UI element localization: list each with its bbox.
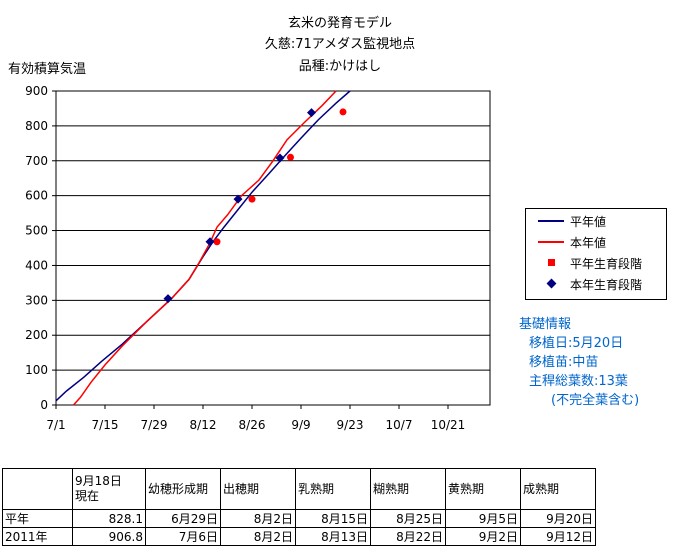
table-cell: 9月2日 (445, 527, 521, 546)
legend-swatch-navy-line (538, 220, 564, 222)
legend-item-current-stage: 本年生育段階 (526, 275, 666, 293)
grid-lines (56, 125, 490, 371)
y-tick-label: 400 (25, 258, 48, 272)
table-cell: 828.1 (72, 509, 146, 528)
legend-red-dot-icon (548, 259, 555, 266)
stage-marker-circle (248, 195, 256, 203)
table-cell: 7月6日 (145, 527, 221, 546)
stage-marker-diamond (233, 194, 243, 204)
legend-item-normal-stage: 平年生育段階 (526, 254, 666, 272)
x-tick-label: 10/21 (431, 418, 466, 432)
plot-frame (55, 90, 491, 406)
y-tick-label: 800 (25, 119, 48, 133)
x-tick-label: 8/26 (239, 418, 266, 432)
table-header-cell: 9月18日 現在 (72, 468, 146, 510)
chart-svg: 0 100 200 300 400 500 600 700 800 900 7/1 7/15 7/29… (25, 84, 491, 432)
stage-marker-diamond (205, 237, 215, 247)
y-tick-label: 500 (25, 224, 48, 238)
y-tick-label: 200 (25, 328, 48, 342)
legend-swatch-red-line (538, 241, 564, 243)
axes (52, 90, 491, 409)
table-header-row: 9月18日 現在 幼穂形成期 出穂期 乳熟期 糊熟期 黄熟期 成熟期 (2, 468, 596, 510)
info-leaf-note: (不完全葉含む) (551, 393, 640, 408)
stage-marker-circle (213, 238, 221, 246)
stage-marker-diamond (275, 153, 285, 163)
legend-label: 本年生育段階 (570, 278, 643, 292)
table-cell: 8月22日 (370, 527, 446, 546)
table-cell-label: 平年 (2, 509, 73, 528)
series-line-1 (72, 90, 337, 406)
y-tick-labels: 0 100 200 300 400 500 600 700 800 900 (25, 84, 48, 412)
x-tick-labels: 7/1 7/15 7/29 8/12 8/26 9/9 9/23 10/7 10/21 (46, 418, 465, 432)
series-layer (55, 90, 351, 406)
table-header-cell: 幼穂形成期 (145, 468, 221, 510)
table-cell: 8月13日 (295, 527, 371, 546)
info-leaf-count: 主稈総葉数:13葉 (529, 374, 628, 389)
y-tick-label: 700 (25, 154, 48, 168)
legend-label: 平年値 (570, 215, 607, 229)
info-seedling-type: 移植苗:中苗 (529, 355, 599, 370)
chart-subtitle-location: 久慈:71アメダス監視地点 (264, 37, 416, 52)
table-cell: 9月20日 (520, 509, 596, 528)
y-tick-label: 900 (25, 84, 48, 98)
table-cell: 906.8 (72, 527, 146, 546)
x-tick-label: 10/7 (386, 418, 413, 432)
table-header-cell: 成熟期 (520, 468, 596, 510)
y-tick-label: 0 (40, 398, 48, 412)
y-tick-label: 600 (25, 189, 48, 203)
table-cell: 8月2日 (220, 527, 296, 546)
info-heading: 基礎情報 (519, 317, 572, 332)
chart-subtitle-variety: 品種:かけはし (298, 59, 382, 74)
legend-navy-diamond-icon (546, 278, 557, 289)
growth-stage-table: 9月18日 現在 幼穂形成期 出穂期 乳熟期 糊熟期 黄熟期 成熟期 平年 82… (2, 468, 596, 546)
stage-marker-circle (339, 108, 347, 116)
table-row: 2011年 906.8 7月6日 8月2日 8月13日 8月22日 9月2日 9… (2, 527, 596, 546)
legend-label: 平年生育段階 (570, 257, 643, 271)
stage-marker-circle (287, 153, 294, 161)
table-cell: 9月12日 (520, 527, 596, 546)
chart-title: 玄米の発育モデル (287, 16, 392, 31)
x-tick-label: 9/23 (337, 418, 364, 432)
table-cell: 6月29日 (145, 509, 221, 528)
legend-label: 本年値 (570, 236, 607, 250)
stage-marker-diamond (163, 294, 173, 304)
legend-item-current-line: 本年値 (526, 233, 666, 251)
y-tick-label: 100 (25, 363, 48, 377)
table-cell: 9月5日 (445, 509, 521, 528)
table-header-cell (2, 468, 73, 510)
table-header-cell: 黄熟期 (445, 468, 521, 510)
table-cell: 8月25日 (370, 509, 446, 528)
series-line-0 (55, 90, 351, 402)
table-header-cell: 糊熟期 (370, 468, 446, 510)
table-header-cell: 出穂期 (220, 468, 296, 510)
info-transplant-date: 移植日:5月20日 (529, 336, 624, 351)
y-tick-label: 300 (25, 293, 48, 307)
x-tick-label: 8/12 (190, 418, 217, 432)
table-cell-label: 2011年 (2, 527, 73, 546)
x-tick-label: 9/9 (291, 418, 310, 432)
x-tick-label: 7/1 (46, 418, 65, 432)
legend: 平年値 本年値 平年生育段階 本年生育段階 (525, 208, 667, 300)
table-cell: 8月2日 (220, 509, 296, 528)
table-cell: 8月15日 (295, 509, 371, 528)
y-axis-label: 有効積算気温 (8, 62, 87, 77)
basic-info-panel: 基礎情報 移植日:5月20日 移植苗:中苗 主稈総葉数:13葉 (不完全葉含む) (519, 315, 639, 410)
x-tick-label: 7/29 (141, 418, 168, 432)
table-header-cell: 乳熟期 (295, 468, 371, 510)
legend-item-normal-line: 平年値 (526, 212, 666, 230)
table-row: 平年 828.1 6月29日 8月2日 8月15日 8月25日 9月5日 9月2… (2, 509, 596, 528)
x-tick-label: 7/15 (92, 418, 119, 432)
stage-marker-diamond (307, 108, 316, 118)
